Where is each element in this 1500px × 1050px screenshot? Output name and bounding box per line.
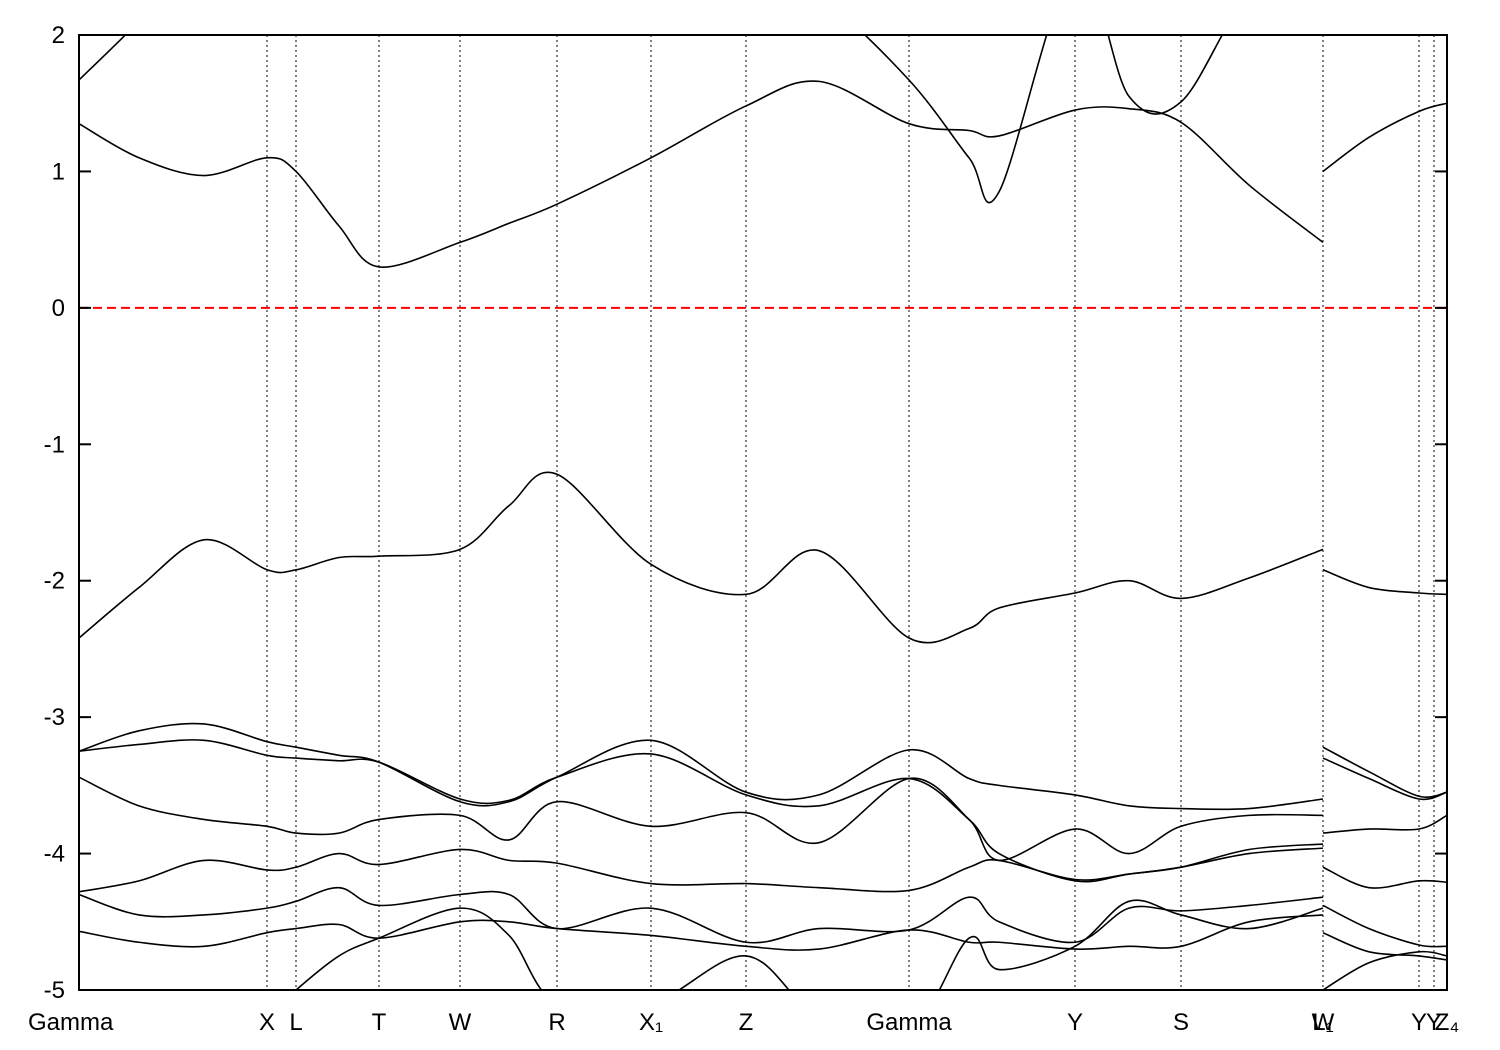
- x-tick-label: L₁: [1312, 1009, 1333, 1036]
- x-tick-label: Z: [739, 1009, 754, 1036]
- y-tick-label: -2: [44, 568, 65, 595]
- band: [79, 739, 1447, 883]
- y-tick-label: -3: [44, 704, 65, 731]
- band: [79, 722, 1447, 811]
- band: [79, 35, 1224, 204]
- x-tick-label: X: [259, 1009, 275, 1036]
- x-tick-label: Y: [1067, 1009, 1083, 1036]
- x-tick-label: Z₄: [1435, 1009, 1459, 1036]
- x-tick-label: W: [449, 1009, 472, 1036]
- y-tick-label: 2: [52, 22, 65, 49]
- y-tick-label: -5: [44, 977, 65, 1004]
- band: [79, 80, 1447, 268]
- band: [294, 899, 1447, 990]
- x-tick-label: T: [372, 1009, 387, 1036]
- y-tick-label: -1: [44, 431, 65, 458]
- band: [79, 776, 1447, 862]
- x-tick-label: L: [289, 1009, 302, 1036]
- y-tick-label: -4: [44, 841, 65, 868]
- x-tick-label: Gamma: [866, 1009, 952, 1036]
- x-tick-label: X₁: [639, 1009, 663, 1036]
- plot-area: [79, 35, 1447, 990]
- x-tick-label: Y: [1411, 1009, 1427, 1036]
- x-tick-label: Gamma: [28, 1009, 114, 1036]
- band: [79, 886, 1447, 948]
- x-tick-label: W: [1312, 1009, 1335, 1036]
- x-tick-label: Y: [1426, 1009, 1442, 1036]
- band: [79, 471, 1447, 644]
- y-tick-label: 0: [52, 295, 65, 322]
- plot-frame: [78, 34, 1448, 991]
- y-tick-label: 1: [52, 158, 65, 185]
- x-tick-label: S: [1173, 1009, 1189, 1036]
- x-tick-label: R: [548, 1009, 565, 1036]
- band: [79, 847, 1447, 893]
